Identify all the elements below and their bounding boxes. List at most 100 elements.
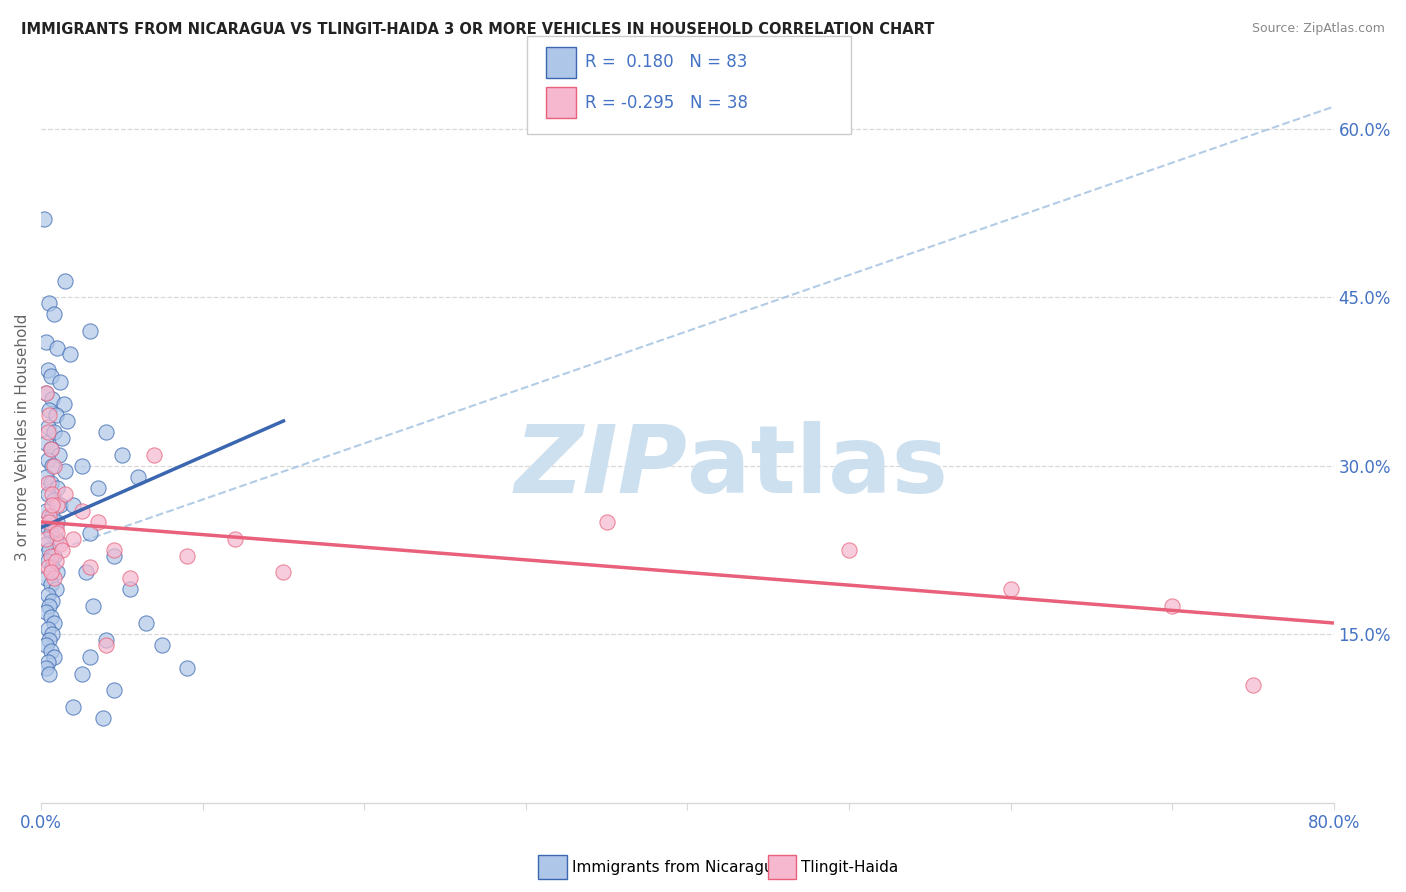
Point [70,666,93,681]
Point [45,554,67,568]
Point [62,498,84,512]
Point [39,526,62,541]
Point [35,639,58,653]
Point [79,649,101,664]
Point [39,369,62,384]
Point [41,509,63,524]
Point [45,532,67,546]
Point [49,498,72,512]
Point [35,335,58,350]
Point [38,509,60,524]
Point [46,498,69,512]
Point [42,571,65,585]
Text: atlas: atlas [688,421,949,513]
Point [38,402,60,417]
Point [62,700,84,714]
Point [39,442,62,456]
Point [46,566,69,580]
Point [118,571,141,585]
Point [35,470,58,484]
Point [42,649,65,664]
Text: R =  0.180   N = 83: R = 0.180 N = 83 [585,54,747,71]
Point [46,515,69,529]
Point [39,566,62,580]
Point [176,549,198,563]
Point [94,639,117,653]
Point [37,554,59,568]
Point [70,504,93,518]
Point [35,661,58,675]
Point [838,543,860,558]
Point [38,543,60,558]
Point [79,324,101,338]
Point [35,532,58,546]
Point [94,425,117,440]
Point [1161,599,1184,614]
Point [59,346,82,360]
Point [91,711,114,725]
Text: Immigrants from Nicaragua: Immigrants from Nicaragua [572,860,783,874]
Point [48,448,70,462]
Point [86,515,108,529]
Point [38,632,60,647]
Y-axis label: 3 or more Vehicles in Household: 3 or more Vehicles in Household [15,314,30,561]
Point [143,448,166,462]
Point [41,627,63,641]
Point [37,560,59,574]
Point [70,458,93,473]
Point [103,543,125,558]
Point [94,632,117,647]
Point [46,526,69,541]
Point [45,582,67,597]
Point [39,442,62,456]
Point [38,296,60,310]
Point [111,448,134,462]
Point [53,274,76,288]
Point [37,588,59,602]
Point [45,520,67,534]
Point [49,537,72,551]
Point [62,532,84,546]
Point [42,458,65,473]
Point [150,639,173,653]
Point [41,560,63,574]
Point [35,385,58,400]
Point [127,470,149,484]
Point [35,385,58,400]
Point [224,532,246,546]
Point [176,661,198,675]
Point [35,504,58,518]
Point [38,515,60,529]
Point [38,409,60,423]
Point [37,655,59,669]
Point [79,526,101,541]
Point [79,560,101,574]
Point [41,458,63,473]
Point [39,475,62,490]
Point [39,576,62,591]
Point [39,644,62,658]
Point [37,475,59,490]
Point [35,537,58,551]
Point [56,414,79,428]
Point [82,599,104,614]
Point [1241,678,1264,692]
Point [38,599,60,614]
Point [37,419,59,434]
Point [273,566,295,580]
Point [37,363,59,377]
Point [135,615,157,630]
Point [37,453,59,467]
Point [41,392,63,406]
Point [41,593,63,607]
Point [51,543,73,558]
Point [37,487,59,501]
Point [35,436,58,450]
Point [39,610,62,624]
Point [42,549,65,563]
Point [41,498,63,512]
Point [595,515,617,529]
Point [37,520,59,534]
Point [37,622,59,636]
Point [51,431,73,445]
